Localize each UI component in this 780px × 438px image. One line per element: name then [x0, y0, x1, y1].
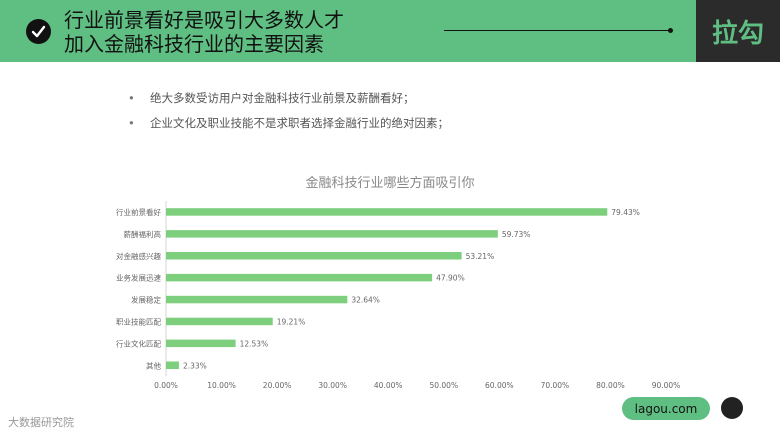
data-label: 19.21%	[277, 317, 306, 326]
title-divider	[444, 28, 673, 33]
category-label: 职业技能匹配	[116, 316, 161, 326]
bullet-list: 绝大多数受访用户对金融科技行业前景及薪酬看好； 企业文化及职业技能不是求职者选择…	[128, 86, 449, 136]
bar	[166, 339, 236, 348]
category-label: 对金融感兴趣	[116, 251, 161, 261]
data-label: 12.53%	[240, 339, 269, 348]
dot-icon	[721, 397, 743, 419]
bar	[166, 317, 273, 326]
bar	[166, 361, 179, 369]
data-label: 59.73%	[502, 230, 531, 239]
bullet-item: 企业文化及职业技能不是求职者选择金融行业的绝对因素；	[128, 111, 449, 136]
data-label: 53.21%	[466, 252, 495, 261]
x-tick-label: 10.00%	[207, 381, 236, 390]
category-label: 业务发展迅速	[116, 273, 161, 283]
header-bar: 行业前景看好是吸引大多数人才 加入金融科技行业的主要因素 拉勾	[0, 0, 780, 62]
category-label: 行业前景看好	[116, 207, 161, 217]
x-tick-label: 60.00%	[485, 381, 514, 390]
category-label: 行业文化匹配	[116, 338, 161, 348]
bar	[166, 230, 498, 238]
x-tick-label: 40.00%	[374, 381, 403, 390]
bar	[166, 252, 462, 260]
bullet-item: 绝大多数受访用户对金融科技行业前景及薪酬看好；	[128, 86, 449, 111]
category-label: 薪酬福利高	[124, 229, 162, 239]
page-title: 行业前景看好是吸引大多数人才 加入金融科技行业的主要因素	[64, 8, 344, 56]
bar	[166, 295, 348, 304]
x-tick-label: 20.00%	[263, 381, 292, 390]
data-label: 2.33%	[183, 361, 207, 370]
data-label: 47.90%	[436, 274, 465, 283]
x-tick-label: 30.00%	[318, 381, 347, 390]
x-tick-label: 70.00%	[541, 381, 570, 390]
x-tick-label: 0.00%	[154, 381, 178, 390]
watermark: 大数据研究院	[8, 416, 74, 429]
brand-logo: 拉勾	[696, 0, 780, 62]
site-link[interactable]: lagou.com	[622, 397, 710, 420]
bar	[166, 208, 608, 216]
check-icon	[26, 19, 51, 44]
x-tick-label: 90.00%	[652, 381, 681, 390]
x-tick-label: 80.00%	[596, 381, 625, 390]
bar	[166, 273, 433, 282]
title-line-2: 加入金融科技行业的主要因素	[64, 32, 324, 56]
title-line-1: 行业前景看好是吸引大多数人才	[64, 8, 344, 32]
chart-title: 金融科技行业哪些方面吸引你	[305, 176, 475, 191]
data-label: 79.43%	[611, 208, 640, 217]
category-label: 发展稳定	[131, 295, 161, 305]
x-tick-label: 50.00%	[429, 381, 458, 390]
data-label: 32.64%	[351, 296, 380, 305]
category-label: 其他	[146, 360, 161, 370]
